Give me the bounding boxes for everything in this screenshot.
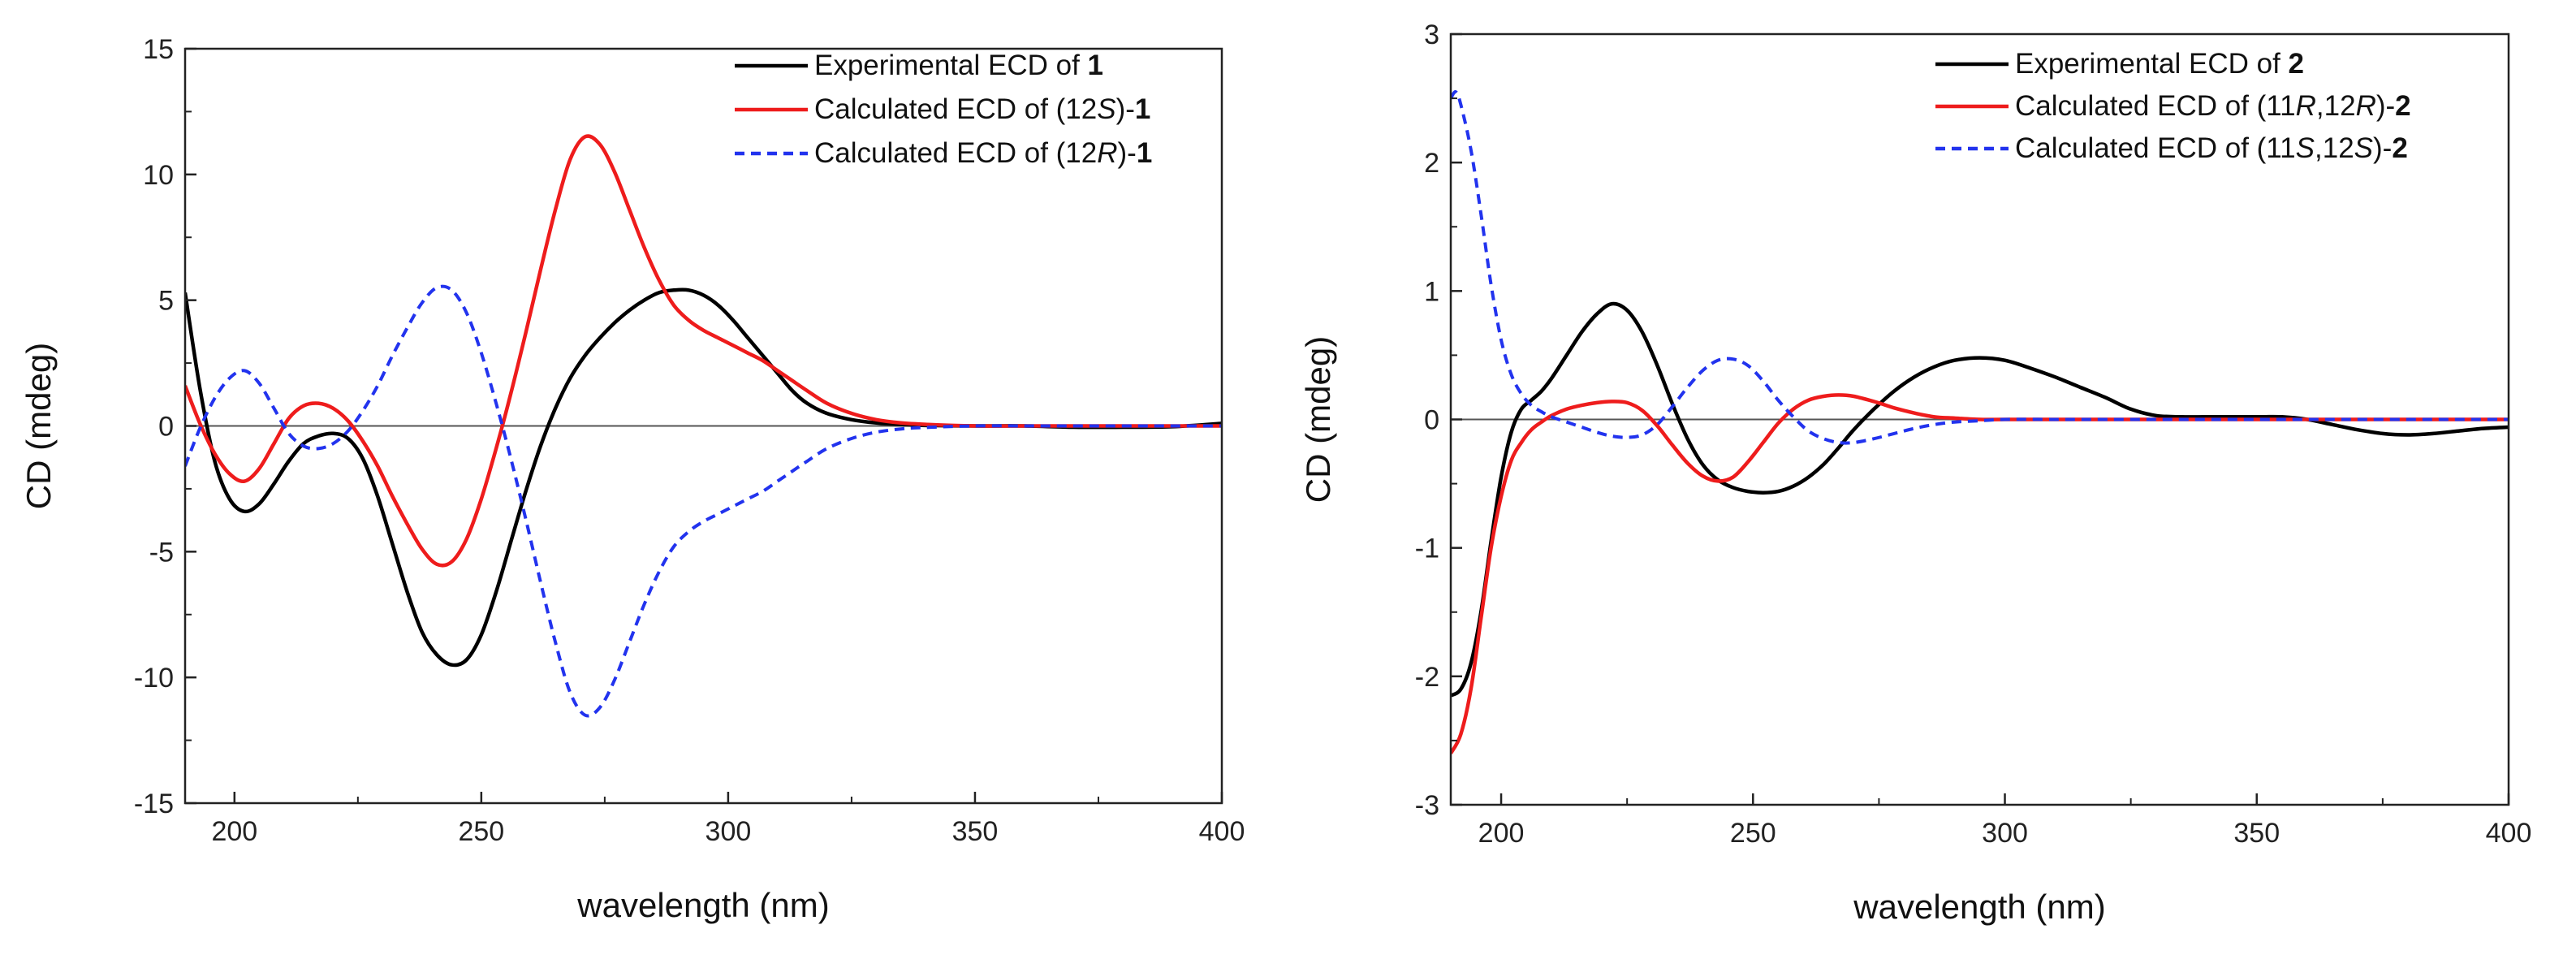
series-line-3: [1451, 90, 2509, 445]
x-tick-label: 350: [2233, 818, 2280, 849]
x-tick-label: 350: [952, 816, 999, 847]
legend-label-2: Calculated ECD of (12S)-1: [814, 93, 1150, 125]
y-tick-label: -15: [134, 789, 174, 819]
y-tick-label: -1: [1415, 534, 1439, 564]
series-line-3: [185, 284, 1222, 718]
series-group: [185, 134, 1222, 718]
x-tick-label: 400: [2486, 818, 2532, 849]
y-tick-label: 2: [1424, 148, 1439, 179]
y-tick-label: -3: [1415, 790, 1439, 821]
y-tick-label: 10: [143, 160, 174, 191]
y-tick-label: -2: [1415, 662, 1439, 693]
legend: Experimental ECD of 1 Calculated ECD of (…: [735, 50, 1152, 169]
x-axis-title: wavelength (nm): [1853, 888, 2105, 926]
x-tick-label: 200: [211, 816, 257, 847]
y-axis-title: CD (mdeg): [19, 343, 58, 509]
y-tick-label: -10: [134, 663, 174, 694]
y-tick-label: 0: [1424, 405, 1439, 436]
x-tick-label: 400: [1199, 816, 1245, 847]
chart-panel-1: -15 -10 -5 0 5 10 15 200 250 300 350 400 wavelength …: [19, 34, 1245, 924]
series-line-1: [1451, 301, 2509, 698]
x-tick-label: 300: [1982, 818, 2028, 849]
y-tick-label: 15: [143, 34, 174, 65]
legend: Experimental ECD of 2 Calculated ECD of (…: [1935, 48, 2411, 164]
y-tick-label: 3: [1424, 19, 1439, 50]
legend-label-3: Calculated ECD of (11S,12S)-2: [2015, 132, 2408, 164]
y-tick-label: -5: [149, 537, 174, 568]
y-tick-label: 0: [158, 412, 174, 443]
x-tick-label: 250: [1730, 818, 1776, 849]
series-line-2: [1451, 393, 2509, 754]
legend-label-3: Calculated ECD of (12R)-1: [814, 137, 1152, 169]
legend-label-1: Experimental ECD of 1: [814, 50, 1103, 81]
chart-panel-2: -3 -2 -1 0 1 2 3 200 250 300 350 400 wavelength (nm)…: [1299, 19, 2531, 926]
series-line-2: [185, 134, 1222, 568]
legend-label-1: Experimental ECD of 2: [2015, 48, 2304, 80]
legend-label-2: Calculated ECD of (11R,12R)-2: [2015, 90, 2411, 122]
y-axis-title: CD (mdeg): [1299, 336, 1337, 503]
y-tick-label: 1: [1424, 276, 1439, 307]
x-axis-title: wavelength (nm): [576, 886, 829, 924]
y-tick-label: 5: [158, 286, 174, 317]
x-tick-label: 200: [1478, 818, 1525, 849]
x-tick-label: 250: [458, 816, 504, 847]
series-group: [1451, 90, 2509, 754]
series-line-1: [185, 287, 1222, 668]
x-tick-label: 300: [705, 816, 752, 847]
